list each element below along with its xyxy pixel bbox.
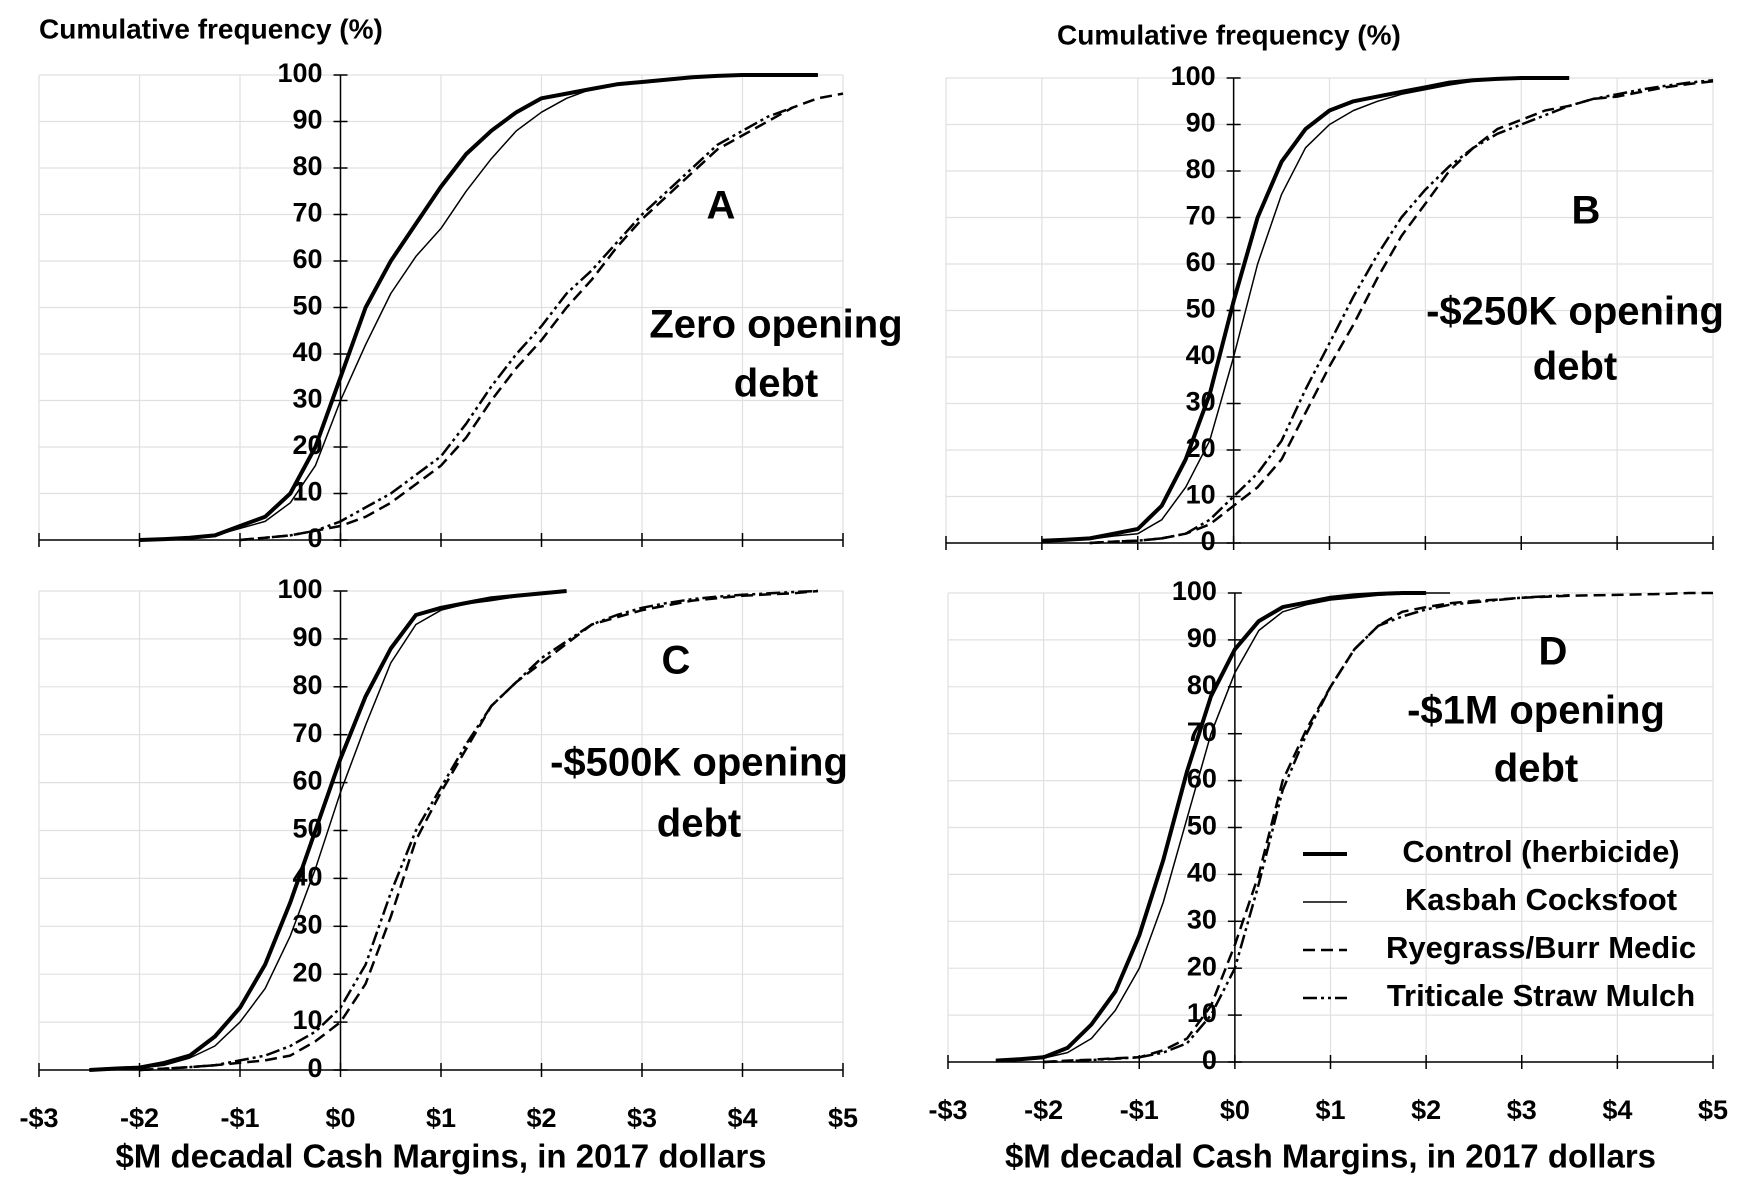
annotation: -$250K opening	[1426, 290, 1724, 334]
y-tick-label: 0	[307, 1053, 322, 1083]
series-line	[89, 589, 567, 1072]
series-line	[995, 591, 1427, 1063]
annotation: debt	[1494, 747, 1578, 791]
x-axis-label: $M decadal Cash Margins, in 2017 dollars	[1005, 1138, 1656, 1175]
y-tick-label: 70	[292, 198, 322, 228]
y-tick-label: 100	[1172, 576, 1217, 606]
y-tick-label: 40	[292, 337, 322, 367]
x-tick-label: -$2	[120, 1103, 159, 1133]
y-tick-label: 30	[1187, 904, 1217, 934]
annotation: debt	[1533, 345, 1617, 389]
series-line	[1043, 591, 1713, 1064]
annotation: -$1M opening	[1407, 689, 1665, 733]
y-tick-label: 40	[1186, 340, 1216, 370]
x-tick-label: $5	[828, 1103, 858, 1133]
y-tick-label: 60	[1186, 247, 1216, 277]
y-tick-label: 90	[1186, 108, 1216, 138]
series-line	[139, 589, 818, 1072]
chart-title: Cumulative frequency (%)	[1057, 19, 1401, 50]
y-tick-label: 100	[277, 58, 322, 88]
legend-label: Ryegrass/Burr Medic	[1386, 930, 1696, 965]
y-tick-label: 0	[307, 523, 322, 553]
x-tick-label: -$3	[19, 1103, 58, 1133]
y-tick-label: 60	[292, 244, 322, 274]
panel-label: D	[1539, 630, 1568, 674]
x-tick-label: -$3	[928, 1095, 967, 1125]
x-tick-label: $3	[1507, 1095, 1537, 1125]
y-tick-label: 100	[277, 574, 322, 604]
y-tick-label: 30	[292, 909, 322, 939]
annotation: debt	[657, 802, 741, 846]
x-tick-label: $4	[1602, 1095, 1632, 1125]
x-tick-label: -$2	[1024, 1095, 1063, 1125]
series-line	[1089, 79, 1714, 545]
legend-label: Triticale Straw Mulch	[1387, 978, 1695, 1013]
y-tick-label: 50	[1186, 294, 1216, 324]
panel-label: A	[707, 184, 736, 228]
series-line	[1089, 80, 1714, 545]
series-line	[139, 589, 819, 1072]
legend-label: Kasbah Cocksfoot	[1405, 882, 1677, 917]
series-line	[239, 106, 794, 542]
y-tick-label: 100	[1171, 61, 1216, 91]
x-tick-label: -$1	[1120, 1095, 1159, 1125]
series-line	[1041, 77, 1546, 543]
y-tick-label: 90	[292, 105, 322, 135]
series-line	[89, 590, 567, 1071]
y-tick-label: 80	[292, 151, 322, 181]
x-axis-label: $M decadal Cash Margins, in 2017 dollars	[115, 1138, 766, 1175]
y-tick-label: 50	[292, 291, 322, 321]
x-tick-label: $5	[1698, 1095, 1728, 1125]
series-line	[139, 74, 818, 541]
y-tick-label: 30	[292, 384, 322, 414]
x-tick-label: $2	[1411, 1095, 1441, 1125]
x-tick-label: $0	[1220, 1095, 1250, 1125]
y-tick-label: 40	[1187, 858, 1217, 888]
x-tick-label: $1	[426, 1103, 456, 1133]
x-tick-label: $1	[1315, 1095, 1345, 1125]
y-tick-label: 0	[1202, 1045, 1217, 1075]
series-line	[1041, 76, 1570, 543]
x-tick-label: $4	[727, 1103, 757, 1133]
panel-label: C	[662, 639, 691, 683]
legend-label: Control (herbicide)	[1402, 834, 1679, 869]
y-tick-label: 0	[1201, 526, 1216, 556]
y-tick-label: 60	[292, 766, 322, 796]
y-tick-label: 20	[1187, 951, 1217, 981]
y-tick-label: 50	[1187, 811, 1217, 841]
y-tick-label: 70	[292, 718, 322, 748]
y-tick-label: 10	[1186, 480, 1216, 510]
y-tick-label: 80	[292, 670, 322, 700]
annotation: -$500K opening	[550, 741, 848, 785]
y-tick-label: 70	[1186, 201, 1216, 231]
chart-title: Cumulative frequency (%)	[39, 13, 383, 44]
series-line	[1043, 594, 1570, 1064]
x-tick-label: $2	[526, 1103, 556, 1133]
series-line	[995, 592, 1450, 1062]
panel-label: B	[1572, 189, 1601, 233]
annotation: debt	[734, 362, 818, 406]
y-tick-label: 80	[1186, 154, 1216, 184]
y-tick-label: 90	[292, 622, 322, 652]
x-tick-label: -$1	[220, 1103, 259, 1133]
x-tick-label: $0	[325, 1103, 355, 1133]
y-tick-label: 20	[292, 957, 322, 987]
x-tick-label: $3	[627, 1103, 657, 1133]
y-tick-label: 90	[1187, 623, 1217, 653]
annotation: Zero opening	[649, 303, 902, 347]
series-line	[239, 92, 844, 542]
